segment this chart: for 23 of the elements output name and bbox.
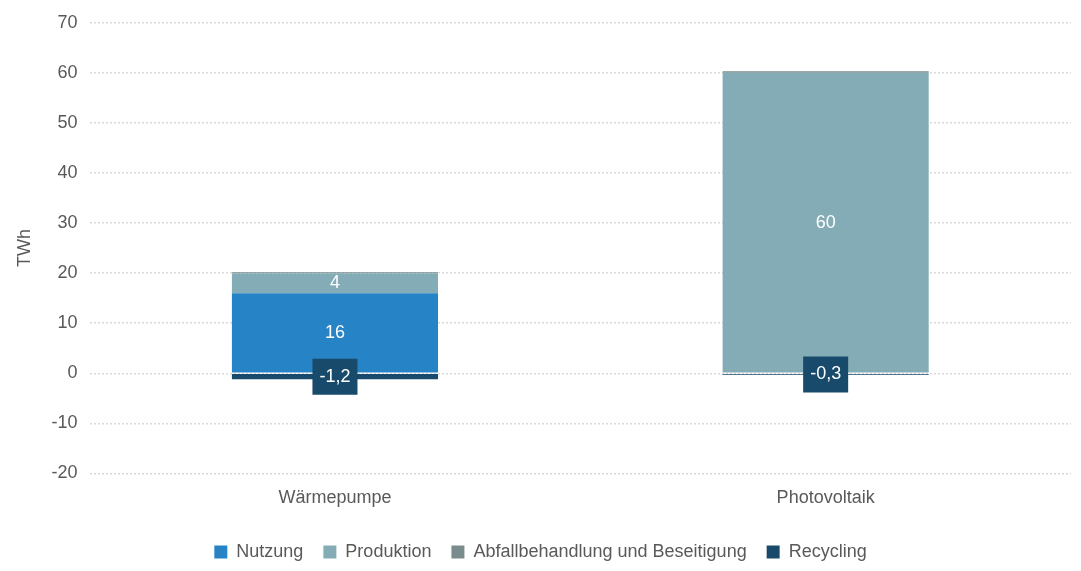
legend-label: Abfallbehandlung und Beseitigung — [473, 540, 747, 561]
y-axis-title: TWh — [13, 229, 34, 268]
data-label: -0,3 — [810, 363, 842, 384]
y-tick-label: 50 — [57, 111, 78, 132]
y-tick-label: 40 — [57, 161, 78, 182]
legend-label: Recycling — [788, 540, 867, 561]
y-tick-label: 60 — [57, 61, 78, 82]
y-tick-label: 70 — [57, 11, 78, 32]
y-tick-label: -10 — [51, 412, 78, 433]
y-tick-label: 0 — [67, 362, 78, 383]
data-label: -1,2 — [319, 365, 351, 386]
x-tick-label: Wärmepumpe — [278, 487, 392, 508]
data-label: 60 — [815, 211, 836, 232]
y-tick-label: 30 — [57, 212, 78, 233]
y-tick-label: 20 — [57, 262, 78, 283]
bar — [231, 273, 439, 294]
legend-label: Produktion — [345, 540, 432, 561]
data-label: 4 — [329, 272, 340, 293]
y-tick-label: -20 — [51, 462, 78, 483]
data-label: 16 — [324, 321, 345, 342]
x-tick-label: Photovoltaik — [776, 487, 876, 508]
legend-label: Nutzung — [236, 540, 304, 561]
y-tick-label: 10 — [57, 312, 78, 333]
